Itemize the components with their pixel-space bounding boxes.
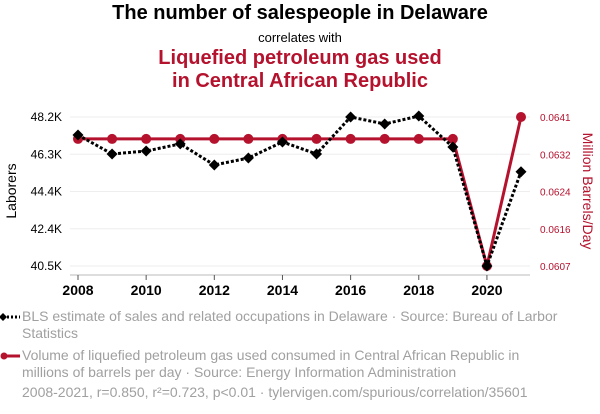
axes: 48.2K 0.0641 46.3K 0.0632 44.4K 0.0624 42.4K 0.… bbox=[31, 110, 571, 298]
x-tick-label: 2010 bbox=[131, 282, 162, 298]
line-chart: 48.2K 0.0641 46.3K 0.0632 44.4K 0.0624 42.4K 0.… bbox=[3, 110, 596, 298]
chart-subtitle: correlates with bbox=[258, 30, 342, 45]
data-point-lpg bbox=[447, 133, 458, 144]
y-axis-label-right: Million Barrels/Day bbox=[580, 133, 596, 250]
y-tick-label-left: 44.4K bbox=[31, 185, 62, 199]
data-point-salespeople bbox=[311, 148, 323, 160]
x-tick-label: 2014 bbox=[267, 282, 298, 298]
legend-label-salespeople: BLS estimate of sales and related occupa… bbox=[22, 308, 558, 341]
data-point-salespeople bbox=[72, 129, 84, 141]
x-tick-label: 2018 bbox=[403, 282, 434, 298]
data-point-lpg bbox=[516, 112, 526, 122]
x-tick-label: 2008 bbox=[62, 282, 93, 298]
data-point-lpg bbox=[345, 133, 356, 144]
series-lpg bbox=[73, 112, 526, 271]
series-salespeople-line bbox=[77, 114, 523, 271]
data-point-salespeople bbox=[140, 145, 152, 157]
x-tick-label: 2020 bbox=[471, 282, 502, 298]
x-tick-label: 2012 bbox=[199, 282, 230, 298]
data-point-salespeople bbox=[379, 118, 391, 130]
legend-label-lpg: Volume of liquefied petroleum gas used c… bbox=[22, 347, 520, 380]
y-tick-label-right: 0.0616 bbox=[540, 225, 571, 236]
data-point-lpg bbox=[379, 133, 390, 144]
y-tick-label-left: 48.2K bbox=[31, 110, 62, 124]
data-point-salespeople bbox=[276, 136, 288, 148]
x-tick-label: 2016 bbox=[335, 282, 366, 298]
y-tick-label-left: 46.3K bbox=[31, 147, 62, 161]
chart-title-secondary: Liquefied petroleum gas used in Central … bbox=[0, 47, 600, 93]
solid-circle-line-icon bbox=[0, 352, 20, 360]
data-point-salespeople bbox=[447, 141, 459, 153]
data-point-lpg bbox=[413, 133, 424, 144]
series-salespeople bbox=[72, 110, 527, 272]
data-point-salespeople bbox=[481, 260, 493, 272]
data-point-lpg bbox=[107, 133, 118, 144]
y-tick-label-right: 0.0624 bbox=[540, 188, 571, 199]
y-tick-label-right: 0.0632 bbox=[540, 150, 571, 161]
data-point-salespeople bbox=[242, 152, 254, 164]
y-tick-label-left: 40.5K bbox=[31, 259, 62, 273]
chart-title: The number of salespeople in Delaware bbox=[112, 2, 488, 24]
chart-title-secondary-line1: Liquefied petroleum gas used bbox=[158, 47, 442, 69]
data-point-salespeople bbox=[208, 159, 220, 171]
series-lpg-line bbox=[78, 116, 523, 267]
correlation-footer: 2008-2021, r=0.850, r²=0.723, p<0.01 · t… bbox=[22, 384, 528, 400]
data-point-lpg bbox=[311, 133, 322, 144]
data-point-salespeople bbox=[413, 110, 425, 122]
data-point-salespeople bbox=[345, 111, 357, 123]
data-point-lpg bbox=[141, 133, 152, 144]
chart-title-secondary-line2: in Central African Republic bbox=[172, 70, 428, 92]
data-point-salespeople bbox=[515, 166, 527, 178]
y-tick-label-right: 0.0641 bbox=[540, 113, 571, 124]
y-tick-label-left: 42.4K bbox=[31, 222, 62, 236]
data-point-lpg bbox=[209, 133, 220, 144]
data-point-salespeople bbox=[174, 138, 186, 150]
y-tick-label-right: 0.0607 bbox=[540, 262, 571, 273]
y-axis-label-left: Laborers bbox=[3, 163, 19, 218]
data-point-lpg bbox=[243, 133, 254, 144]
data-point-salespeople bbox=[106, 148, 118, 160]
dotted-diamond-line-icon bbox=[0, 313, 20, 321]
